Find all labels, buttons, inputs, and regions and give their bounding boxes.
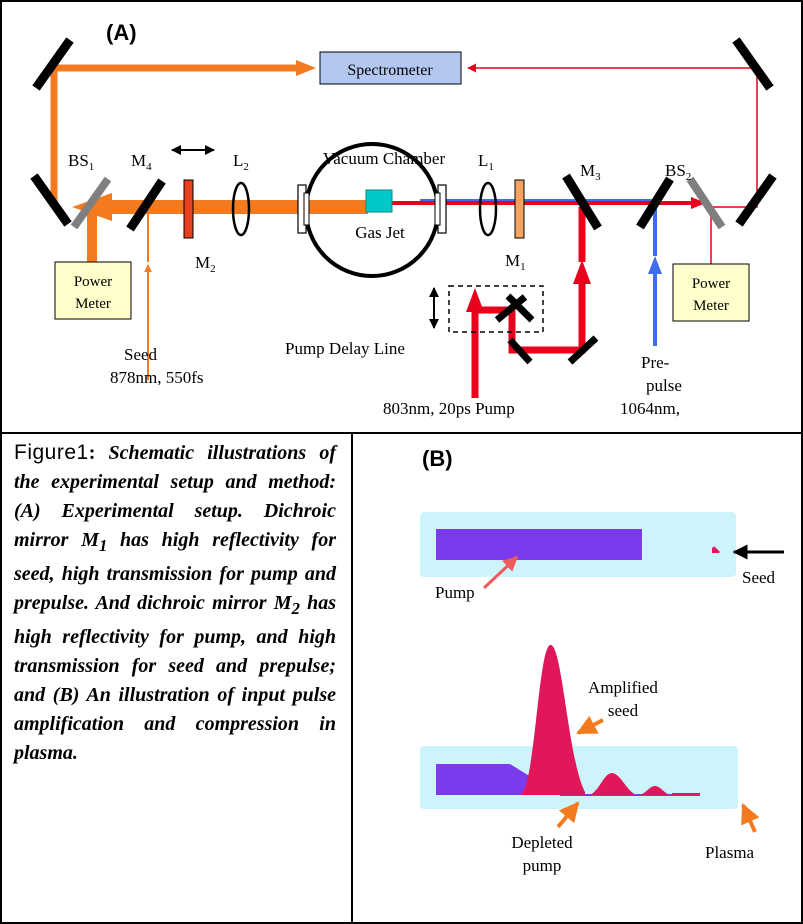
m3-label: M3: [580, 161, 601, 183]
chamber-window-left-inner: [303, 192, 310, 226]
chamber-window-right-inner: [434, 192, 441, 226]
seed-pulse-tip: [712, 546, 720, 553]
prepulse-label-line1: Pre-: [641, 353, 670, 372]
beam-splitter-bs2: [686, 176, 726, 230]
dichroic-mirror-m1: [514, 179, 525, 239]
pump-pulse: [436, 529, 642, 560]
panel-a: (A) Spectrometer Vacuum Ch: [30, 20, 777, 418]
seed-label-line1: Seed: [124, 345, 158, 364]
mirror-top-left: [32, 37, 74, 91]
pump-delay-line-label: Pump Delay Line: [285, 339, 405, 358]
depleted-pump-pointer: [556, 801, 580, 829]
plasma-pointer: [741, 803, 760, 833]
pump-beam-input: [471, 306, 512, 398]
vacuum-chamber-label: Vacuum Chamber: [323, 149, 446, 168]
m2-label: M2: [195, 253, 216, 275]
power-meter-left: [54, 261, 132, 320]
l1-label: L1: [478, 151, 494, 173]
caption-text-part2: has high reflectivity for seed, high tra…: [14, 529, 337, 614]
pump-input-arrowhead: [466, 288, 484, 312]
power-meter-right-line2: Meter: [693, 298, 729, 314]
panel-b-label: (B): [422, 446, 453, 471]
caption-sub1: 1: [98, 536, 108, 555]
delay-mirror-right: [505, 293, 535, 323]
m1-label: M1: [505, 251, 526, 273]
power-meter-right-line1: Power: [692, 276, 730, 292]
power-meter-right: [672, 263, 750, 322]
prepulse-label-line2: pulse: [646, 376, 682, 395]
depleted-pump-label-line1: Depleted: [511, 833, 573, 852]
mirror-left-lower: [30, 173, 72, 227]
lens-l2: [231, 181, 251, 237]
panel-a-label: (A): [106, 20, 137, 45]
pump-to-bs2-arrowhead: [691, 197, 706, 209]
delay-mirror-left: [494, 294, 528, 323]
m4-label: M4: [131, 151, 152, 173]
panel-b: (B) Seed Pump Amplified seed Depleted pu…: [420, 446, 784, 875]
mirror-bs2-front: [636, 176, 674, 230]
figure-caption: Figure1: Schematic illustrations of the …: [14, 438, 336, 768]
mirror-right-lower: [735, 173, 777, 227]
mirror-top-right: [732, 37, 774, 91]
caption-text-part3: has high reflectivity for pump, and high…: [14, 592, 336, 764]
amplified-seed-pointer: [576, 715, 604, 735]
dichroic-mirror-m2: [183, 179, 194, 239]
lens-l1: [478, 181, 498, 237]
prepulse-label-line3: 1064nm,: [620, 399, 680, 418]
diagnostic-beam-to-spectrometer: [467, 63, 758, 208]
delay-mirror-bottom-left: [507, 337, 533, 365]
mirror-m4: [126, 178, 166, 232]
bs1-label: BS1: [68, 151, 94, 173]
beam-splitter-bs1: [70, 176, 112, 230]
caption-colon: :: [88, 442, 96, 464]
gas-jet: [365, 189, 393, 213]
mirror-m3: [562, 173, 602, 231]
l2-label: L2: [233, 151, 249, 173]
amplified-seed-label-line1: Amplified: [588, 678, 658, 697]
seed-label-b: Seed: [742, 568, 776, 587]
amplified-seed-label-line2: seed: [608, 701, 639, 720]
pump-delay-path: [508, 282, 586, 354]
spectrometer-label: Spectrometer: [347, 62, 433, 79]
caption-text-part1: Schematic illustrations of the experimen…: [14, 442, 336, 551]
pump-up-arrowhead: [573, 260, 591, 284]
spectrometer-box: [319, 51, 462, 85]
seed-to-spectrometer-arrowhead: [296, 60, 316, 76]
prepulse-arrowhead: [648, 256, 662, 274]
pump-delay-box: [448, 285, 544, 333]
power-meter-left-line2: Meter: [75, 296, 111, 312]
amplified-seed-tail: [672, 793, 700, 795]
bs2-label: BS2: [665, 161, 691, 183]
gas-jet-label: Gas Jet: [355, 223, 405, 242]
amplified-seed-peak: [520, 644, 585, 795]
pump-label-b: Pump: [435, 583, 475, 602]
seed-label-line2: 878nm, 550fs: [110, 368, 204, 387]
pump-pointer-arrow: [482, 555, 519, 590]
power-meter-left-line1: Power: [74, 274, 112, 290]
delay-mirror-bottom-right: [567, 335, 599, 365]
amplified-seed-ripple-1: [590, 773, 636, 795]
amplified-seed-ripple-2: [640, 786, 670, 795]
caption-lead: Figure1: [14, 441, 89, 464]
pump-source-label: 803nm, 20ps Pump: [383, 399, 515, 418]
plasma-label: Plasma: [705, 843, 755, 862]
depleted-pump-label-line2: pump: [523, 856, 562, 875]
caption-sub2: 2: [291, 599, 300, 618]
